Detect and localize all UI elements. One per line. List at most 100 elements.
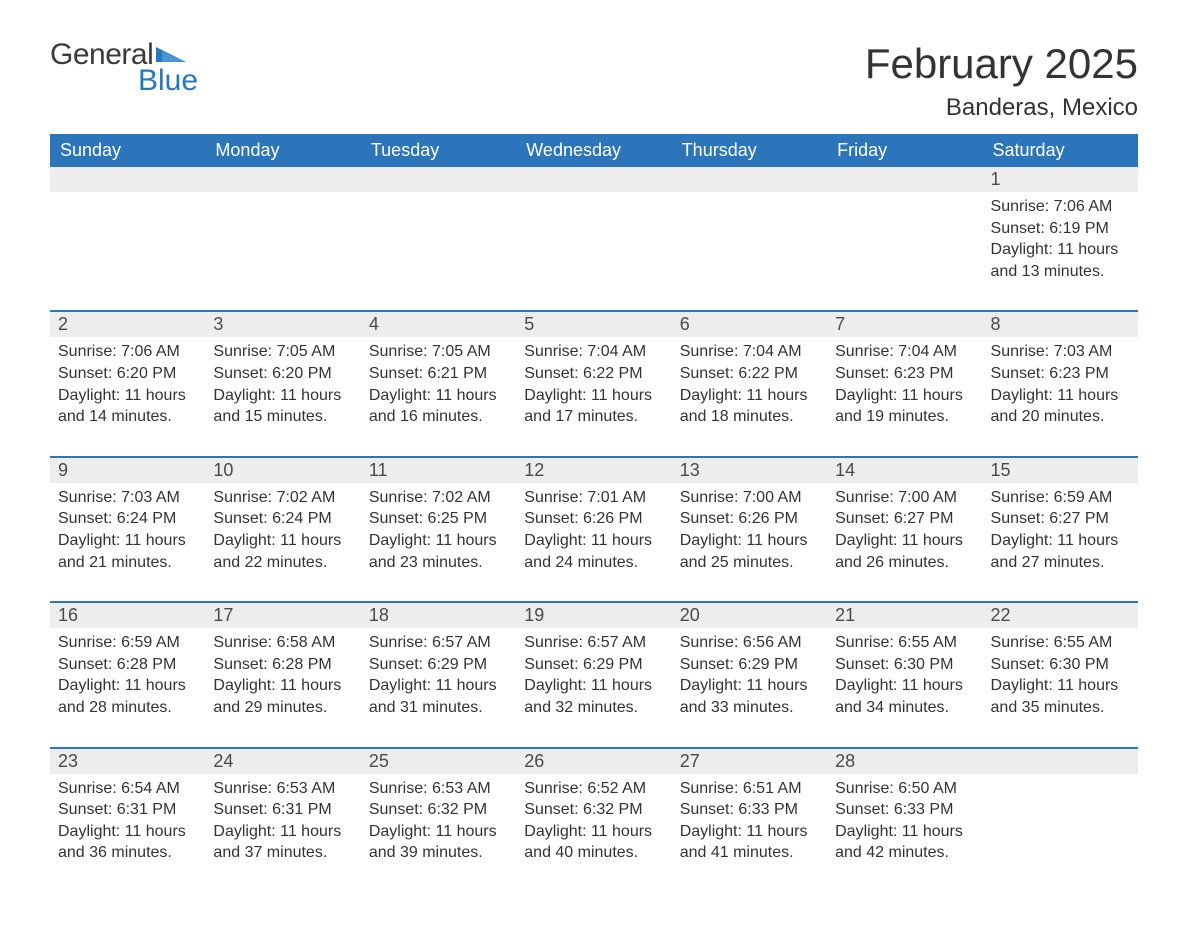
day-body-cell: Sunrise: 6:51 AMSunset: 6:33 PMDaylight:…	[672, 774, 827, 892]
day-body-row: Sunrise: 7:03 AMSunset: 6:24 PM Daylight:…	[50, 483, 1138, 602]
day1-text: Daylight: 11 hours	[58, 675, 197, 697]
day1-text: Daylight: 11 hours	[991, 530, 1130, 552]
sunset-text: Sunset: 6:26 PM	[680, 508, 819, 530]
sunrise-text: Sunrise: 7:03 AM	[58, 487, 197, 509]
day2-text: and 27 minutes.	[991, 552, 1130, 574]
day-number-cell	[983, 748, 1138, 774]
sunset-text: Sunset: 6:24 PM	[58, 508, 197, 530]
day-number-cell: 26	[516, 748, 671, 774]
sunset-text: Sunset: 6:22 PM	[524, 363, 663, 385]
sunset-text: Sunset: 6:23 PM	[991, 363, 1130, 385]
sunset-text: Sunset: 6:30 PM	[991, 654, 1130, 676]
day-body-cell: Sunrise: 7:03 AMSunset: 6:24 PMDaylight:…	[50, 483, 205, 602]
day-number-cell: 27	[672, 748, 827, 774]
header: General Blue February 2025 Banderas, Mex…	[50, 40, 1138, 122]
day1-text: Daylight: 11 hours	[58, 821, 197, 843]
day2-text: and 15 minutes.	[213, 406, 352, 428]
day1-text: Daylight: 11 hours	[524, 821, 663, 843]
sunrise-text: Sunrise: 6:53 AM	[213, 778, 352, 800]
day1-text: Daylight: 11 hours	[680, 530, 819, 552]
day-body-cell: Sunrise: 7:01 AMSunset: 6:26 PMDaylight:…	[516, 483, 671, 602]
sunrise-text: Sunrise: 6:51 AM	[680, 778, 819, 800]
day-body-cell: Sunrise: 6:58 AMSunset: 6:28 PMDaylight:…	[205, 628, 360, 747]
sunrise-text: Sunrise: 7:05 AM	[369, 341, 508, 363]
day-number-cell	[516, 167, 671, 192]
day-body-cell: Sunrise: 7:05 AMSunset: 6:21 PMDaylight:…	[361, 337, 516, 456]
day-number-cell	[50, 167, 205, 192]
weekday-header: Thursday	[672, 134, 827, 167]
sunset-text: Sunset: 6:32 PM	[524, 799, 663, 821]
sunrise-text: Sunrise: 7:01 AM	[524, 487, 663, 509]
day2-text: and 29 minutes.	[213, 697, 352, 719]
day-body-cell: Sunrise: 6:53 AMSunset: 6:32 PMDaylight:…	[361, 774, 516, 892]
day-number-cell	[827, 167, 982, 192]
day-body-cell: Sunrise: 7:00 AMSunset: 6:26 PMDaylight:…	[672, 483, 827, 602]
sunrise-text: Sunrise: 7:02 AM	[213, 487, 352, 509]
day-number-cell: 16	[50, 602, 205, 628]
day2-text: and 41 minutes.	[680, 842, 819, 864]
day-number-cell: 9	[50, 457, 205, 483]
sunrise-text: Sunrise: 7:04 AM	[524, 341, 663, 363]
sunset-text: Sunset: 6:33 PM	[835, 799, 974, 821]
day2-text: and 19 minutes.	[835, 406, 974, 428]
day2-text: and 28 minutes.	[58, 697, 197, 719]
day2-text: and 17 minutes.	[524, 406, 663, 428]
day-body-cell	[516, 192, 671, 311]
title-block: February 2025 Banderas, Mexico	[865, 40, 1138, 122]
day1-text: Daylight: 11 hours	[991, 675, 1130, 697]
sunrise-text: Sunrise: 7:02 AM	[369, 487, 508, 509]
day-number-cell: 5	[516, 311, 671, 337]
day-body-row: Sunrise: 6:59 AMSunset: 6:28 PMDaylight:…	[50, 628, 1138, 747]
day2-text: and 25 minutes.	[680, 552, 819, 574]
day2-text: and 21 minutes.	[58, 552, 197, 574]
day-body-cell: Sunrise: 7:04 AMSunset: 6:22 PMDaylight:…	[672, 337, 827, 456]
calendar-table: Sunday Monday Tuesday Wednesday Thursday…	[50, 134, 1138, 892]
sunrise-text: Sunrise: 6:53 AM	[369, 778, 508, 800]
day2-text: and 18 minutes.	[680, 406, 819, 428]
weekday-header: Tuesday	[361, 134, 516, 167]
sunset-text: Sunset: 6:31 PM	[213, 799, 352, 821]
day-body-cell: Sunrise: 6:59 AMSunset: 6:28 PMDaylight:…	[50, 628, 205, 747]
sunset-text: Sunset: 6:21 PM	[369, 363, 508, 385]
sunrise-text: Sunrise: 6:50 AM	[835, 778, 974, 800]
sunset-text: Sunset: 6:31 PM	[58, 799, 197, 821]
day-number-cell: 4	[361, 311, 516, 337]
day-number-cell	[361, 167, 516, 192]
sunset-text: Sunset: 6:22 PM	[680, 363, 819, 385]
weekday-header: Saturday	[983, 134, 1138, 167]
day-number-cell: 11	[361, 457, 516, 483]
sunset-text: Sunset: 6:30 PM	[835, 654, 974, 676]
day-number-cell: 3	[205, 311, 360, 337]
day-number-row: 232425262728	[50, 748, 1138, 774]
day-body-cell: Sunrise: 6:56 AMSunset: 6:29 PMDaylight:…	[672, 628, 827, 747]
sunset-text: Sunset: 6:29 PM	[369, 654, 508, 676]
sunset-text: Sunset: 6:28 PM	[213, 654, 352, 676]
sunrise-text: Sunrise: 6:52 AM	[524, 778, 663, 800]
sunset-text: Sunset: 6:25 PM	[369, 508, 508, 530]
sunrise-text: Sunrise: 6:56 AM	[680, 632, 819, 654]
day-body-cell: Sunrise: 6:55 AMSunset: 6:30 PMDaylight:…	[983, 628, 1138, 747]
location: Banderas, Mexico	[865, 94, 1138, 122]
day2-text: and 33 minutes.	[680, 697, 819, 719]
day-number-row: 9101112131415	[50, 457, 1138, 483]
day-body-cell	[827, 192, 982, 311]
day-body-cell	[50, 192, 205, 311]
day1-text: Daylight: 11 hours	[213, 385, 352, 407]
sunset-text: Sunset: 6:27 PM	[835, 508, 974, 530]
sunrise-text: Sunrise: 7:06 AM	[58, 341, 197, 363]
day-number-cell: 6	[672, 311, 827, 337]
day2-text: and 39 minutes.	[369, 842, 508, 864]
day-number-cell: 17	[205, 602, 360, 628]
day2-text: and 16 minutes.	[369, 406, 508, 428]
day1-text: Daylight: 11 hours	[680, 821, 819, 843]
day-body-cell: Sunrise: 6:57 AMSunset: 6:29 PMDaylight:…	[361, 628, 516, 747]
sunrise-text: Sunrise: 6:54 AM	[58, 778, 197, 800]
day-number-cell: 19	[516, 602, 671, 628]
day2-text: and 40 minutes.	[524, 842, 663, 864]
day-body-row: Sunrise: 6:54 AMSunset: 6:31 PMDaylight:…	[50, 774, 1138, 892]
sunrise-text: Sunrise: 6:55 AM	[835, 632, 974, 654]
weekday-header: Sunday	[50, 134, 205, 167]
day-body-cell: Sunrise: 6:53 AMSunset: 6:31 PMDaylight:…	[205, 774, 360, 892]
day-number-cell	[672, 167, 827, 192]
day-body-cell: Sunrise: 7:05 AMSunset: 6:20 PMDaylight:…	[205, 337, 360, 456]
